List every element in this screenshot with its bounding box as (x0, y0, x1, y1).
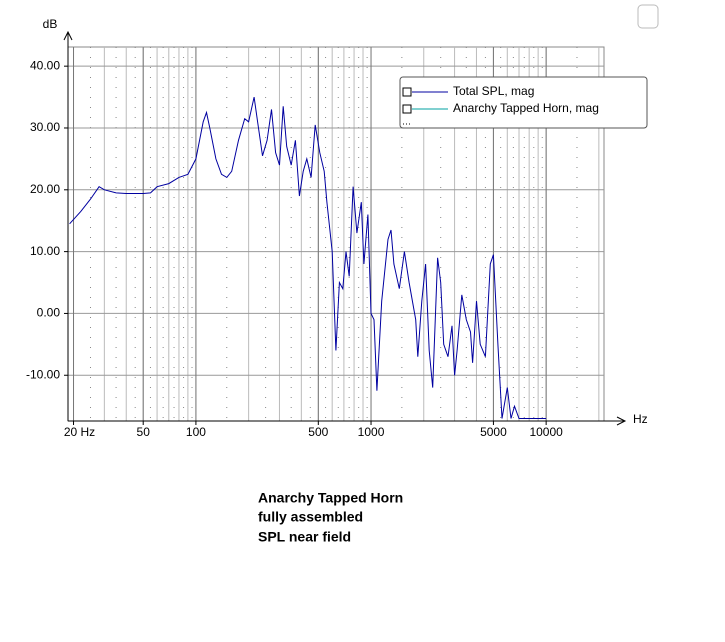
legend-box (399, 76, 648, 129)
legend-label: Anarchy Tapped Horn, mag (453, 101, 599, 115)
y-tick-label: 10.00 (30, 244, 60, 258)
caption-line: SPL near field (258, 529, 351, 545)
series-line (69, 96, 547, 419)
x-tick-label: 20 Hz (64, 425, 95, 439)
legend-checkbox (402, 104, 412, 114)
x-axis-label: Hz (633, 412, 648, 426)
x-tick-label: 1000 (358, 425, 385, 439)
y-tick-label: -10.00 (26, 367, 60, 381)
x-tick-label: 5000 (480, 425, 507, 439)
x-tick-label: 500 (308, 425, 328, 439)
x-tick-label: 10000 (529, 425, 563, 439)
y-tick-label: 40.00 (30, 58, 60, 72)
y-tick-label: 0.00 (37, 306, 61, 320)
caption-line: Anarchy Tapped Horn (258, 490, 403, 506)
x-tick-label: 50 (137, 425, 151, 439)
caption-line: fully assembled (258, 509, 363, 525)
x-arrow (616, 416, 627, 426)
legend-label: Total SPL, mag (453, 84, 534, 98)
y-tick-label: 20.00 (30, 182, 60, 196)
x-tick-label: 100 (186, 425, 206, 439)
legend-checkbox (402, 87, 412, 97)
toggle-button[interactable] (637, 4, 659, 29)
y-tick-label: 30.00 (30, 120, 60, 134)
y-arrow (63, 30, 73, 41)
y-axis-label: dB (43, 17, 58, 31)
